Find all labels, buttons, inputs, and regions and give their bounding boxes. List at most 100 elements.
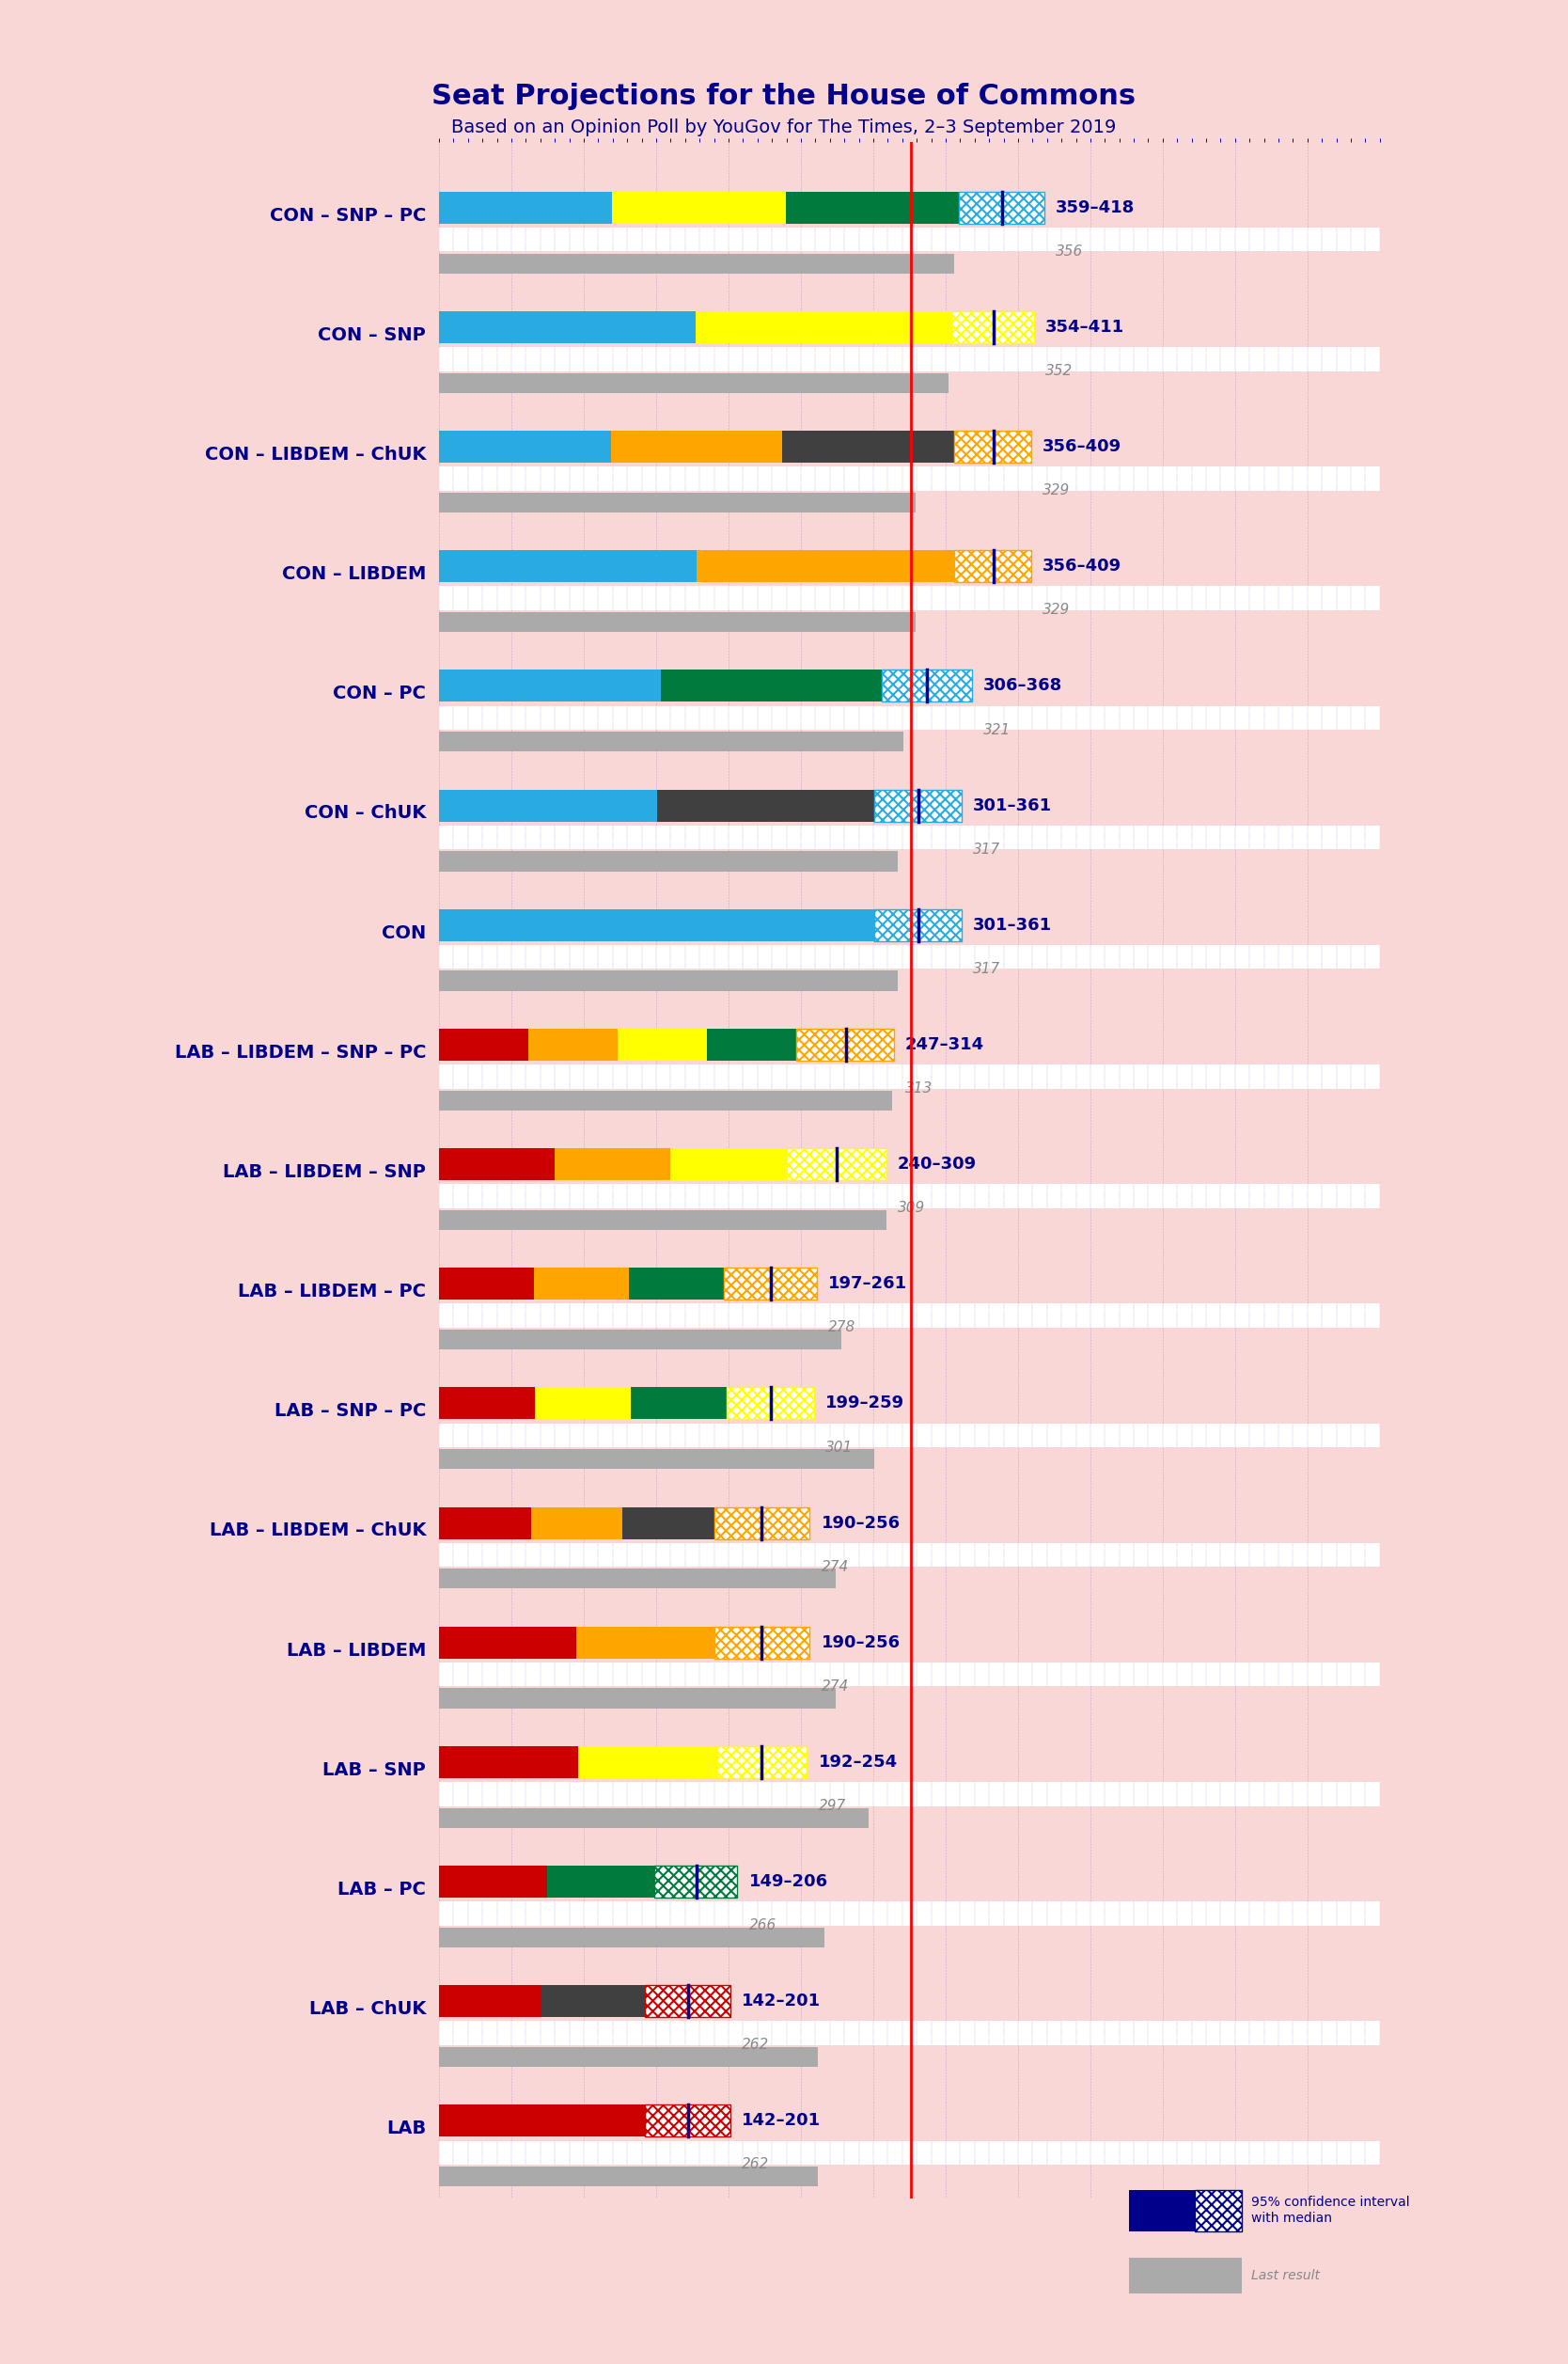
Bar xyxy=(547,1865,655,1898)
Bar xyxy=(439,551,696,582)
Bar xyxy=(439,733,903,752)
Bar xyxy=(439,1782,1380,1806)
Text: 190–256: 190–256 xyxy=(822,1634,900,1650)
Bar xyxy=(622,1506,713,1539)
Bar xyxy=(655,1865,737,1898)
Text: 301–361: 301–361 xyxy=(974,917,1052,934)
Text: 306–368: 306–368 xyxy=(983,678,1063,695)
Text: Based on an Opinion Poll by YouGov for The Times, 2–3 September 2019: Based on an Opinion Poll by YouGov for T… xyxy=(452,118,1116,137)
Bar xyxy=(439,669,660,702)
Bar xyxy=(787,1149,886,1180)
Text: 329: 329 xyxy=(1043,485,1069,499)
Text: 266: 266 xyxy=(750,1920,776,1931)
Bar xyxy=(439,1544,1380,1567)
Bar xyxy=(439,946,1380,969)
Bar xyxy=(439,1506,530,1539)
Bar xyxy=(530,1506,622,1539)
Bar xyxy=(439,1865,547,1898)
Bar xyxy=(439,227,1380,251)
Bar xyxy=(439,707,1380,730)
Text: 278: 278 xyxy=(828,1321,856,1336)
Bar xyxy=(875,790,961,820)
Bar xyxy=(671,1149,787,1180)
Bar xyxy=(439,430,612,463)
Text: 247–314: 247–314 xyxy=(905,1035,985,1052)
Text: 197–261: 197–261 xyxy=(828,1274,908,1293)
Bar xyxy=(660,669,881,702)
Bar xyxy=(881,669,972,702)
Bar xyxy=(1129,2189,1195,2232)
Bar xyxy=(439,253,955,274)
Text: 356–409: 356–409 xyxy=(1043,437,1121,456)
Text: 359–418: 359–418 xyxy=(1055,199,1135,215)
Bar xyxy=(630,1388,728,1418)
Text: 356: 356 xyxy=(1055,243,1083,258)
Bar xyxy=(612,191,786,225)
Bar xyxy=(555,1149,671,1180)
Text: 142–201: 142–201 xyxy=(742,2113,820,2130)
Bar xyxy=(439,1626,577,1660)
Text: 301: 301 xyxy=(825,1440,853,1454)
Bar xyxy=(958,191,1044,225)
Bar xyxy=(439,1210,886,1229)
Bar xyxy=(644,2104,731,2137)
Bar xyxy=(696,551,955,582)
Bar xyxy=(439,1028,528,1061)
Bar xyxy=(439,191,612,225)
Bar xyxy=(439,374,949,392)
Text: 297: 297 xyxy=(818,1799,845,1813)
Bar xyxy=(439,312,695,343)
Bar xyxy=(439,1688,836,1709)
Text: 301–361: 301–361 xyxy=(974,797,1052,813)
Bar xyxy=(713,1626,809,1660)
Bar xyxy=(439,1329,842,1350)
Bar xyxy=(612,430,782,463)
Bar xyxy=(543,1986,644,2016)
Bar xyxy=(439,466,1380,492)
Bar xyxy=(1129,2258,1242,2293)
Bar xyxy=(439,612,916,631)
Text: 192–254: 192–254 xyxy=(818,1754,897,1771)
Text: 262: 262 xyxy=(742,2158,768,2173)
Bar xyxy=(786,191,958,225)
Bar xyxy=(439,790,657,820)
Text: 309: 309 xyxy=(898,1201,925,1215)
Bar xyxy=(439,2047,818,2066)
Bar xyxy=(439,972,898,991)
Bar xyxy=(782,430,955,463)
Bar xyxy=(577,1626,713,1660)
Text: 321: 321 xyxy=(983,723,1011,738)
Text: 95% confidence interval
with median: 95% confidence interval with median xyxy=(1251,2196,1410,2225)
Bar xyxy=(707,1028,797,1061)
Text: Seat Projections for the House of Commons: Seat Projections for the House of Common… xyxy=(431,83,1137,111)
Bar xyxy=(439,2104,644,2137)
Text: 262: 262 xyxy=(742,2038,768,2052)
Bar xyxy=(439,1901,1380,1927)
Bar xyxy=(629,1267,724,1300)
Bar xyxy=(439,1449,875,1468)
Bar xyxy=(724,1267,817,1300)
Text: 142–201: 142–201 xyxy=(742,1993,820,2009)
Bar xyxy=(528,1028,618,1061)
Bar xyxy=(439,1303,1380,1329)
Text: 149–206: 149–206 xyxy=(750,1872,828,1891)
Bar xyxy=(439,825,1380,849)
Text: 329: 329 xyxy=(1043,603,1069,617)
Bar xyxy=(535,1388,630,1418)
Bar xyxy=(439,2168,818,2187)
Bar xyxy=(439,1808,869,1827)
Text: 240–309: 240–309 xyxy=(898,1156,977,1173)
Bar xyxy=(713,1506,809,1539)
Bar xyxy=(439,851,898,872)
Bar xyxy=(439,1267,535,1300)
Text: 352: 352 xyxy=(1046,364,1073,378)
Text: 317: 317 xyxy=(974,962,1000,976)
Bar xyxy=(439,348,1380,371)
Bar xyxy=(955,430,1032,463)
Bar xyxy=(657,790,875,820)
Bar xyxy=(728,1388,814,1418)
Text: 274: 274 xyxy=(822,1560,848,1574)
Bar xyxy=(439,1747,579,1778)
Bar xyxy=(955,551,1032,582)
Bar xyxy=(952,312,1033,343)
